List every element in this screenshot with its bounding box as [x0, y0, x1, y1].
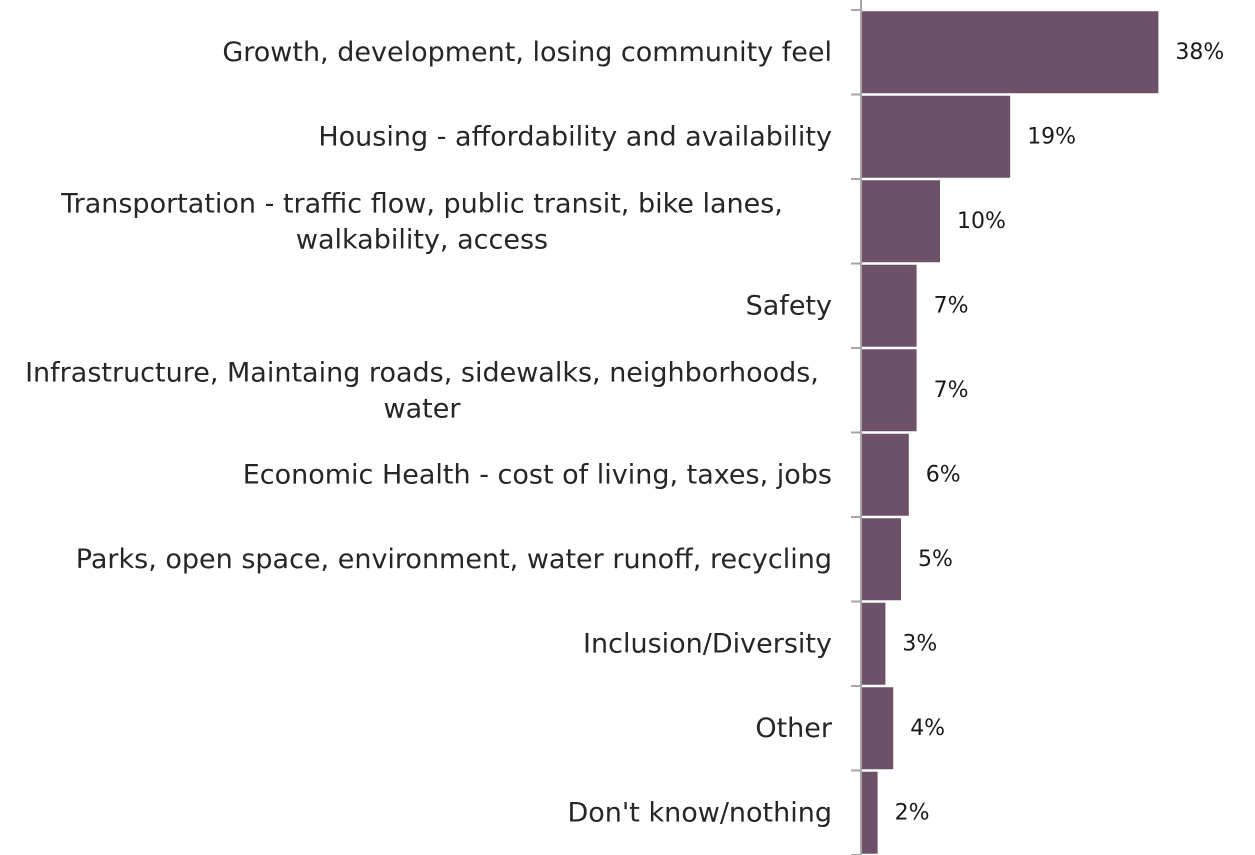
category-label: Growth, development, losing community fe…	[222, 37, 832, 68]
category-label: Housing - affordability and availability	[318, 121, 832, 152]
value-label: 2%	[895, 800, 930, 825]
category-label-line: walkability, access	[296, 224, 548, 255]
value-labels: 38% 19% 10% 7% 7% 6% 5% 3% 4% 2%	[895, 40, 1225, 826]
bar	[862, 771, 878, 854]
bars-group	[862, 11, 1159, 854]
category-label-line: water	[384, 393, 462, 424]
bar	[862, 95, 1011, 178]
value-label: 7%	[934, 378, 969, 403]
bar	[862, 11, 1159, 94]
value-label: 4%	[910, 716, 945, 741]
category-label: Don't know/nothing	[567, 797, 832, 828]
bar	[862, 433, 909, 516]
value-label: 10%	[957, 209, 1006, 234]
value-label: 3%	[902, 631, 937, 656]
category-label: Economic Health - cost of living, taxes,…	[243, 459, 832, 490]
category-label: Other	[755, 713, 833, 744]
value-label: 7%	[934, 293, 969, 318]
category-label: Infrastructure, Maintaing roads, sidewal…	[25, 357, 819, 424]
category-label: Inclusion/Diversity	[583, 628, 832, 659]
category-label: Parks, open space, environment, water ru…	[76, 544, 832, 575]
category-axis	[851, 0, 862, 855]
category-label: Safety	[746, 290, 832, 321]
category-label: Transportation - traffic flow, public tr…	[60, 188, 783, 255]
category-label-line: Transportation - traffic flow, public tr…	[60, 188, 783, 219]
bar	[862, 349, 917, 432]
value-label: 6%	[926, 462, 961, 487]
bar	[862, 687, 894, 770]
bar	[862, 518, 901, 601]
bar	[862, 180, 940, 263]
value-label: 5%	[918, 547, 953, 572]
value-label: 19%	[1027, 124, 1076, 149]
category-label-line: Infrastructure, Maintaing roads, sidewal…	[25, 357, 819, 388]
value-label: 38%	[1175, 40, 1224, 65]
bar	[862, 602, 886, 685]
bar	[862, 264, 917, 347]
category-labels: Growth, development, losing community fe…	[25, 37, 833, 829]
